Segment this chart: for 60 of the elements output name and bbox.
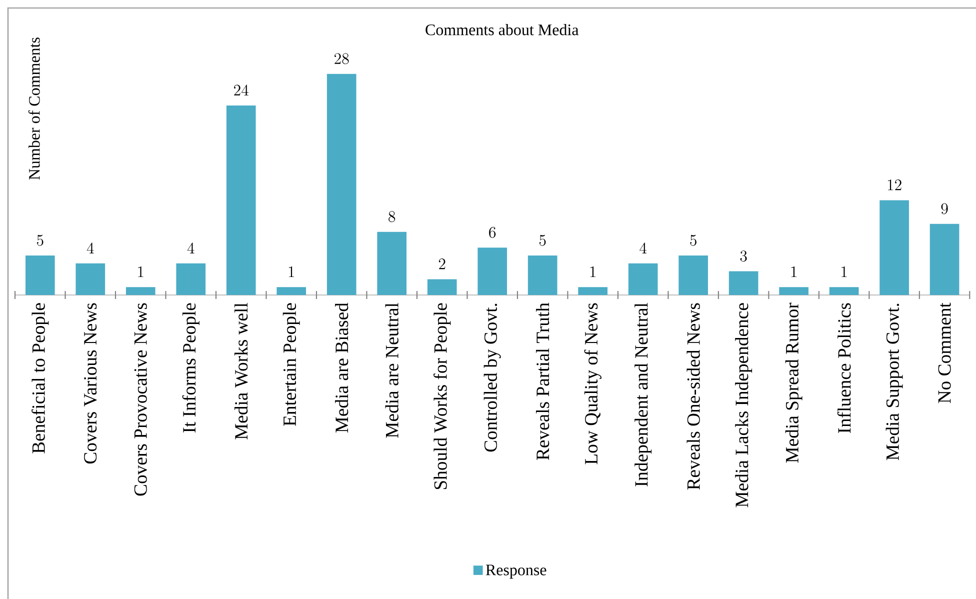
bar (126, 287, 156, 295)
data-label: 28 (334, 53, 349, 64)
x-tick-label: Media Spread Rumor (785, 302, 802, 463)
data-label: 1 (842, 266, 847, 278)
bar (728, 271, 758, 295)
data-label: 4 (187, 242, 194, 254)
data-label: 4 (86, 242, 94, 254)
bar (678, 256, 708, 295)
data-label: 1 (791, 266, 796, 278)
x-tick-label: Media Works well (234, 302, 248, 440)
bar (76, 263, 106, 295)
x-tick-label: Reveals Partial Truth (536, 302, 550, 460)
data-label: 8 (388, 211, 396, 222)
y-axis-title: Number of Comments (28, 38, 40, 180)
bar (176, 263, 206, 295)
bar (326, 74, 356, 295)
x-tick-label: Influence Politics (837, 303, 851, 434)
data-label: 9 (941, 203, 948, 214)
bar (578, 287, 608, 295)
bar (628, 263, 658, 295)
x-tick-label: Media are Neutral (385, 302, 398, 438)
data-label: 2 (438, 258, 446, 270)
bar (276, 287, 306, 295)
data-label: 1 (288, 266, 294, 278)
x-tick-label: Covers Various News (84, 303, 97, 464)
x-tick-label: Controlled by Govt. (484, 304, 501, 452)
x-tick-label: Independent and Neutral (634, 302, 652, 486)
data-label: 3 (740, 250, 747, 262)
data-label: 5 (690, 234, 696, 246)
x-tick-label: Media Lacks Independence (735, 303, 752, 508)
data-label: 1 (590, 266, 596, 278)
data-label: 24 (234, 84, 248, 96)
bar (226, 105, 256, 295)
x-tick-label: Low Quality of News (584, 303, 602, 464)
data-label: 5 (36, 234, 44, 246)
data-label: 5 (539, 234, 546, 246)
x-tick-label: Entertain People (282, 303, 300, 426)
x-tick-label: Covers Provocative News (134, 303, 147, 496)
x-tick-label: Beneficial to People (32, 303, 49, 454)
data-label: 6 (489, 226, 496, 238)
x-tick-label: It Informs People (182, 303, 200, 433)
data-label: 4 (640, 242, 647, 254)
x-tick-label: Reveals One-sided News (686, 303, 700, 490)
bar (25, 256, 55, 295)
x-tick-label: Should Works for People (434, 303, 451, 490)
x-tick-label: Media are Biased (335, 302, 348, 433)
bar (427, 279, 457, 295)
bar (779, 287, 808, 295)
data-label: 12 (888, 180, 902, 190)
bar (930, 224, 960, 295)
chart-title: Comments about Media (426, 24, 579, 36)
bar (478, 248, 507, 295)
data-label: 1 (138, 266, 144, 278)
bar (528, 256, 558, 295)
x-tick-label: Media Support Govt. (886, 304, 903, 460)
x-tick-label: No Comment (938, 302, 951, 404)
bar (880, 200, 909, 295)
bar (829, 287, 859, 295)
legend-label: Response (486, 564, 546, 579)
bar (377, 232, 407, 295)
